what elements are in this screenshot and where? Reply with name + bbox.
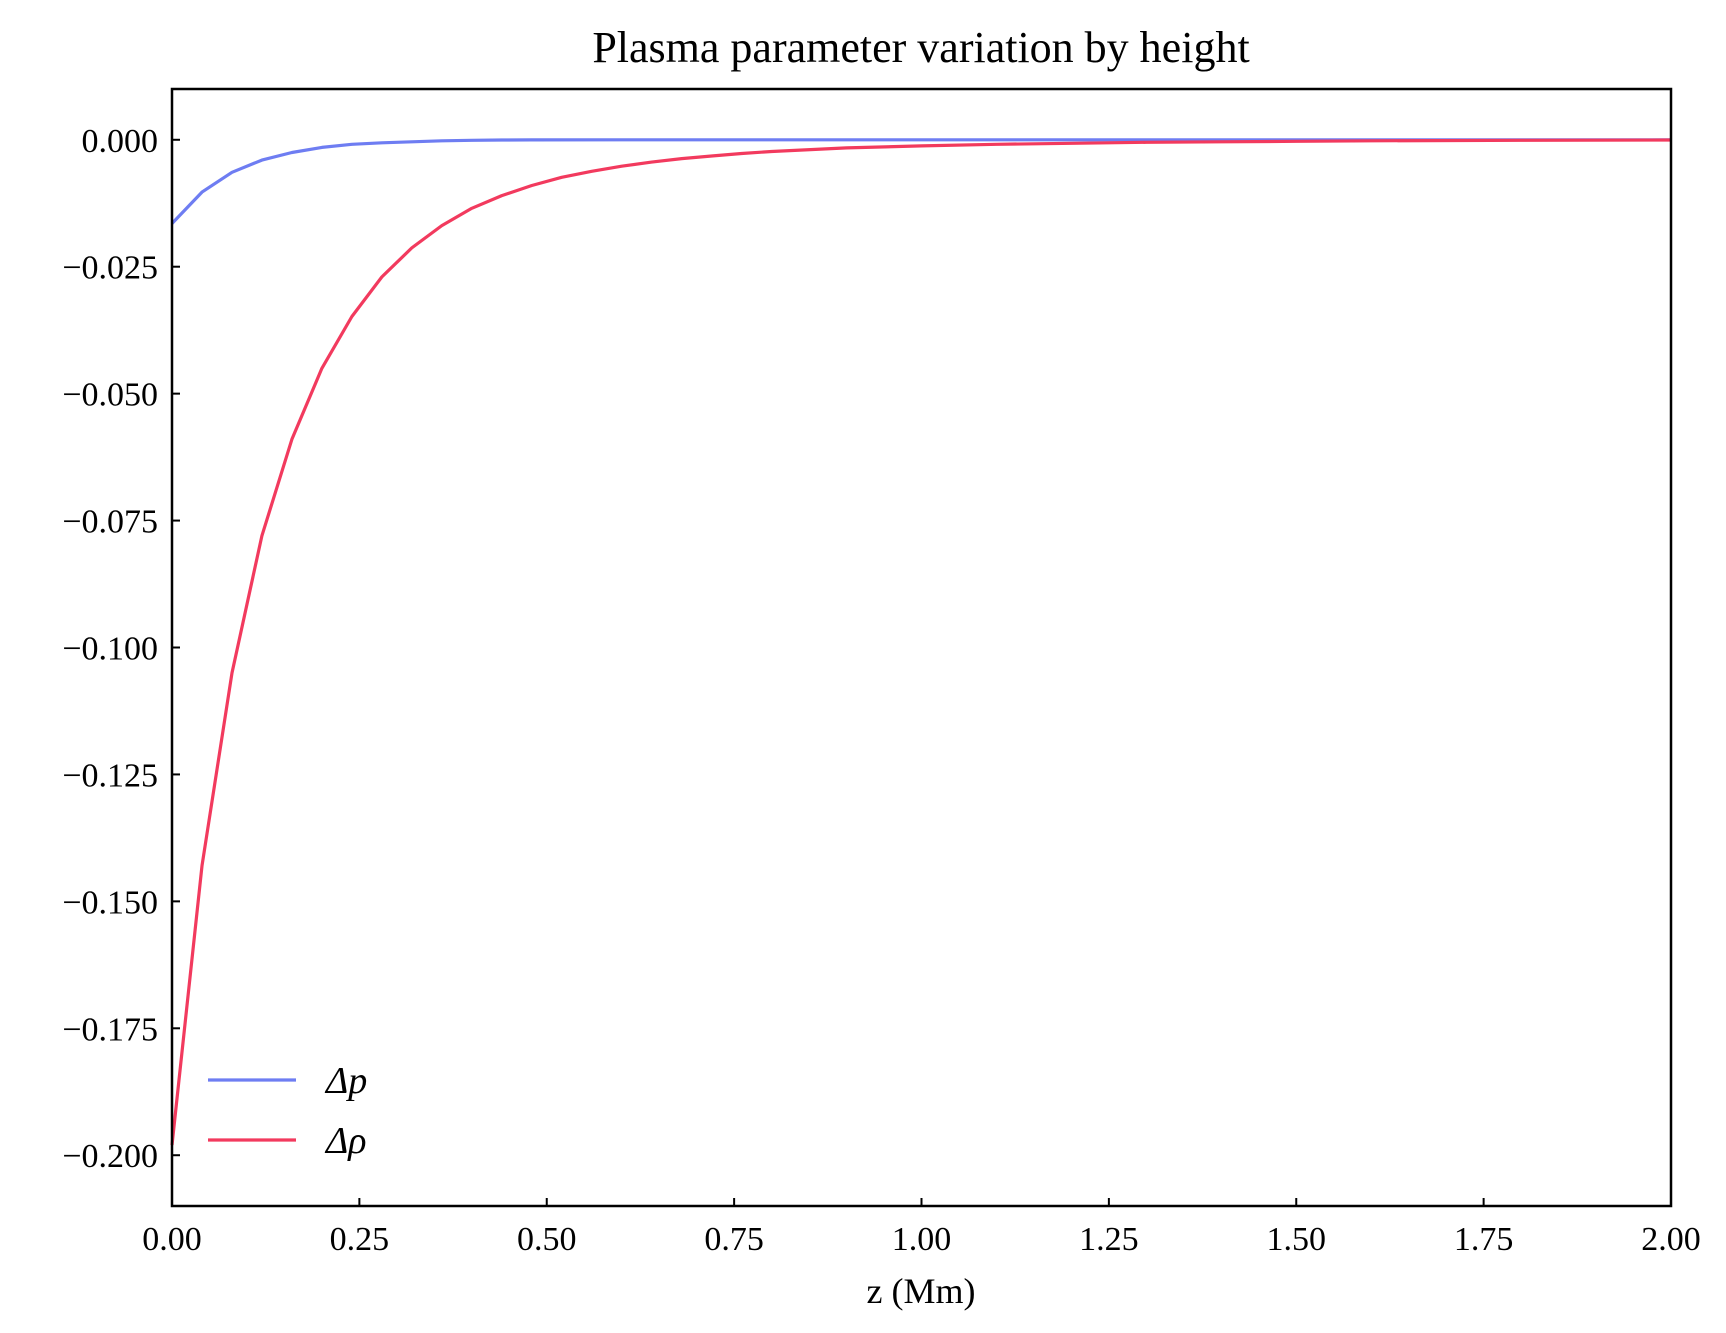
y-tick-label: −0.150 [62, 884, 158, 921]
x-tick-label: 0.00 [142, 1221, 202, 1258]
chart-title: Plasma parameter variation by height [592, 23, 1249, 72]
x-axis: 0.00 0.25 0.50 0.75 1.00 1.25 1.50 1.75 2.00 [142, 1198, 1701, 1258]
x-tick-label: 0.75 [704, 1221, 764, 1258]
y-axis: 0.000 −0.025 −0.050 −0.075 −0.100 −0.125 −0.15… [62, 123, 180, 1175]
y-tick-label: −0.075 [62, 504, 158, 541]
x-tick-label: 0.25 [330, 1221, 390, 1258]
legend-label-2: Δρ [324, 1120, 367, 1162]
y-tick-label: −0.100 [62, 631, 158, 668]
x-tick-label: 1.25 [1079, 1221, 1139, 1258]
x-axis-label: z (Mm) [867, 1271, 976, 1311]
y-tick-label: −0.025 [62, 250, 158, 287]
x-tick-label: 1.75 [1454, 1221, 1514, 1258]
x-tick-label: 1.50 [1267, 1221, 1327, 1258]
y-tick-label: −0.200 [62, 1138, 158, 1175]
legend-label-1: Δp [324, 1060, 367, 1102]
series-line-1 [170, 138, 1671, 225]
plot-frame [170, 87, 1673, 1208]
series-line-2 [170, 138, 1672, 1146]
legend: Δp Δρ [208, 1060, 367, 1162]
x-tick-label: 2.00 [1641, 1221, 1701, 1258]
y-tick-label: −0.175 [62, 1011, 158, 1048]
y-tick-label: −0.050 [62, 377, 158, 414]
plot-area [170, 138, 1672, 1146]
y-tick-label: −0.125 [62, 757, 158, 794]
x-tick-label: 0.50 [517, 1221, 577, 1258]
x-tick-label: 1.00 [892, 1221, 952, 1258]
y-tick-label: 0.000 [82, 123, 159, 160]
